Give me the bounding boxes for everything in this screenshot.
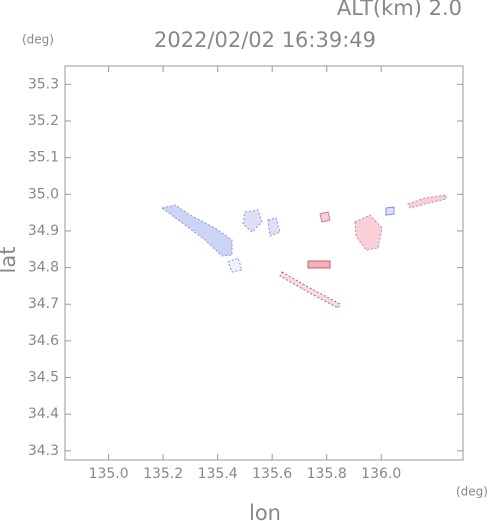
- echo-blue: [242, 209, 263, 233]
- x-tick-label: 136.0: [361, 466, 401, 482]
- y-tick-label: 35.3: [28, 76, 59, 92]
- plot-frame: [64, 65, 464, 461]
- echo-blue: [385, 206, 395, 216]
- x-unit: (deg): [456, 485, 488, 499]
- y-tick-label: 35.1: [28, 150, 59, 166]
- echo-red: [407, 194, 447, 209]
- chart-title: 2022/02/02 16:39:49: [154, 28, 376, 52]
- y-tick-label: 35.0: [28, 186, 59, 202]
- y-axis-label: lat: [0, 247, 20, 274]
- echo-areas: [160, 194, 447, 309]
- altitude-label: ALT(km) 2.0: [337, 0, 462, 20]
- echo-blue: [267, 217, 281, 237]
- echo-red: [354, 214, 383, 251]
- echo-red: [319, 211, 331, 223]
- echo-red: [279, 271, 341, 309]
- y-tick-label: 34.6: [28, 333, 59, 349]
- x-axis-label: lon: [249, 501, 281, 521]
- echo-red: [307, 260, 331, 269]
- y-tick-label: 34.5: [28, 370, 59, 386]
- x-tick-label: 135.2: [143, 466, 183, 482]
- echo-blue: [160, 204, 233, 257]
- y-tick-label: 34.8: [28, 260, 59, 276]
- x-tick-label: 135.0: [89, 466, 129, 482]
- x-tick-label: 135.8: [307, 466, 347, 482]
- y-tick-label: 34.3: [28, 443, 59, 459]
- y-tick-label: 35.2: [28, 113, 59, 129]
- x-tick-label: 135.6: [252, 466, 292, 482]
- y-unit: (deg): [22, 33, 54, 47]
- x-tick-label: 135.4: [198, 466, 238, 482]
- echo-blue: [227, 257, 243, 273]
- y-tick-label: 34.4: [28, 406, 59, 422]
- y-tick-label: 34.7: [28, 296, 59, 312]
- y-tick-label: 34.9: [28, 223, 59, 239]
